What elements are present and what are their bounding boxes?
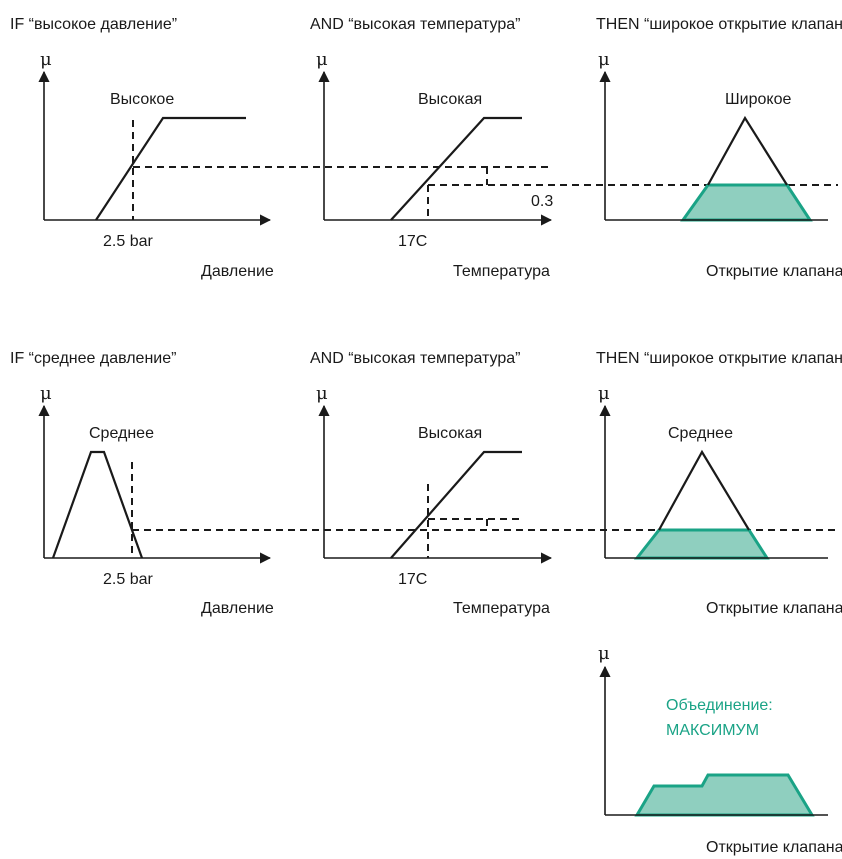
rule2-output-plot: μ Среднее Открытие клапана (598, 383, 842, 617)
rule1-output-axis-label: Открытие клапана (706, 263, 842, 280)
rule1-pressure-axis-label: Давление (201, 263, 274, 280)
rule1-then-label: THEN “широкое открытие клапан (596, 16, 842, 33)
rule1-temperature-plot: μ Высокая 0.3 17C Температура (316, 49, 838, 280)
mu-symbol: μ (316, 49, 328, 70)
mu-symbol: μ (40, 383, 52, 404)
rule2-temperature-set-label: Высокая (418, 425, 482, 442)
rule1-and-label: AND “высокая температура” (310, 16, 521, 33)
rule1-output-set-label: Широкое (725, 91, 791, 108)
rule2-if-label: IF “среднее давление” (10, 350, 176, 367)
rule1-output-plot: μ Широкое Открытие клапана (598, 49, 842, 280)
membership-curve-wide-opening (707, 115, 788, 186)
rule2-pressure-axis-label: Давление (201, 600, 274, 617)
membership-curve-medium-opening (658, 449, 750, 531)
mu-symbol: μ (598, 643, 610, 664)
rule1-temperature-axis-label: Температура (453, 263, 550, 280)
aggregation-label-line2: МАКСИМУМ (666, 722, 759, 739)
rule1-cut-value: 0.3 (531, 193, 553, 210)
rule1-temperature-set-label: Высокая (418, 91, 482, 108)
rule2-pressure-plot: μ Среднее 2.5 bar Давление (38, 383, 274, 617)
rule1-pressure-tick: 2.5 bar (103, 233, 153, 250)
rule2-temperature-axis-label: Температура (453, 600, 550, 617)
mu-symbol: μ (316, 383, 328, 404)
mu-symbol: μ (40, 49, 52, 70)
aggregation-label-line1: Объединение: (666, 697, 773, 714)
rule2-temperature-tick: 17C (398, 571, 427, 588)
membership-curve-high-pressure (95, 116, 246, 221)
rule1-if-label: IF “высокое давление” (10, 16, 177, 33)
rule2-pressure-set-label: Среднее (89, 425, 154, 442)
rule2-then-label: THEN “широкое открытие клапан (596, 350, 842, 367)
aggregation-plot: μ Объединение: МАКСИМУМ Открытие клапана (598, 643, 842, 856)
membership-curve-high-temperature (390, 450, 522, 559)
rule2-output-set-label: Среднее (668, 425, 733, 442)
aggregation-output-axis-label: Открытие клапана (706, 839, 842, 856)
rule2-and-label: AND “высокая температура” (310, 350, 521, 367)
rule2-temperature-plot: μ Высокая 17C Температура (316, 383, 553, 617)
aggregated-output-area (634, 773, 815, 817)
rule2-pressure-tick: 2.5 bar (103, 571, 153, 588)
membership-curve-high-temperature (390, 116, 522, 221)
rule1-pressure-plot: μ Высокое 2.5 bar Давление (38, 49, 274, 280)
membership-curve-medium-pressure (51, 450, 144, 559)
mu-symbol: μ (598, 49, 610, 70)
clipped-output-area (633, 528, 770, 560)
rule1-pressure-set-label: Высокое (110, 91, 174, 108)
rule2-output-axis-label: Открытие клапана (706, 600, 842, 617)
rule1-temperature-tick: 17C (398, 233, 427, 250)
clipped-output-area (680, 183, 813, 222)
mu-symbol: μ (598, 383, 610, 404)
